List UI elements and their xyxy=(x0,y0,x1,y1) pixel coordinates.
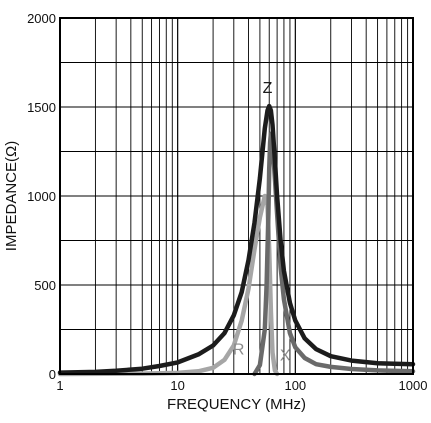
y-tick-label: 2000 xyxy=(27,11,56,26)
chart-grid xyxy=(60,18,413,374)
chart-series-layer xyxy=(57,103,416,377)
x-tick-label: 10 xyxy=(170,378,184,393)
x-tick-label: 1000 xyxy=(399,378,428,393)
curve-label-x: X xyxy=(280,348,291,365)
series-line-x xyxy=(252,131,416,377)
curve-label-r: R xyxy=(233,341,245,358)
y-axis-label: IMPEDANCE(Ω) xyxy=(3,141,20,251)
y-tick-label: 0 xyxy=(49,367,56,382)
y-tick-label: 1500 xyxy=(27,100,56,115)
curve-label-z: Z xyxy=(263,80,273,97)
x-tick-label: 100 xyxy=(284,378,306,393)
chart-tick-labels: 1 10 100 1000 0 500 1000 1500 2000 xyxy=(27,11,427,393)
series-line-z xyxy=(57,103,416,375)
x-axis-label: FREQUENCY (MHz) xyxy=(167,396,306,413)
plot-frame xyxy=(59,17,414,375)
chart-curve-labels: Z R X xyxy=(233,80,291,365)
y-tick-label: 1000 xyxy=(27,189,56,204)
y-tick-label: 500 xyxy=(34,278,56,293)
series-line-r xyxy=(57,193,280,377)
x-tick-label: 1 xyxy=(56,378,63,393)
